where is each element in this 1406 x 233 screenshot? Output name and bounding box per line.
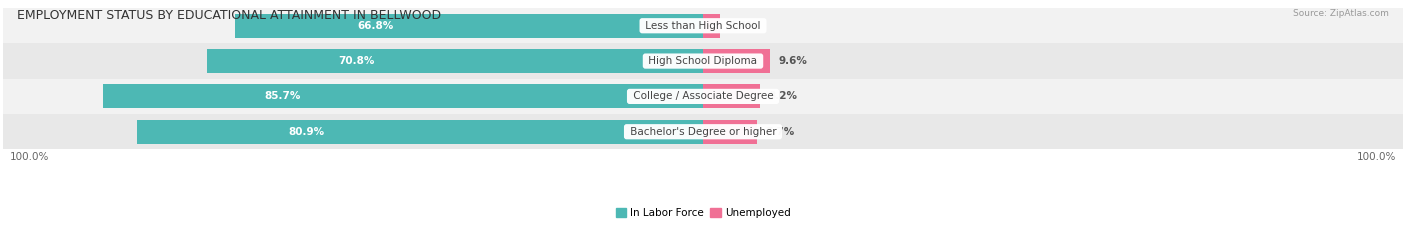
Bar xyxy=(207,49,703,73)
Text: Less than High School: Less than High School xyxy=(643,21,763,31)
Bar xyxy=(3,114,1403,149)
Text: 66.8%: 66.8% xyxy=(357,21,394,31)
Text: 2.4%: 2.4% xyxy=(728,21,758,31)
Bar xyxy=(3,79,1403,114)
Text: High School Diploma: High School Diploma xyxy=(645,56,761,66)
Bar xyxy=(3,43,1403,79)
Text: 80.9%: 80.9% xyxy=(288,127,325,137)
Bar xyxy=(136,120,703,144)
Text: 100.0%: 100.0% xyxy=(1357,152,1396,162)
Text: EMPLOYMENT STATUS BY EDUCATIONAL ATTAINMENT IN BELLWOOD: EMPLOYMENT STATUS BY EDUCATIONAL ATTAINM… xyxy=(17,9,441,22)
Bar xyxy=(3,8,1403,43)
Text: 70.8%: 70.8% xyxy=(337,56,374,66)
Text: College / Associate Degree: College / Associate Degree xyxy=(630,91,776,101)
Bar xyxy=(103,84,703,108)
Text: 8.2%: 8.2% xyxy=(769,91,797,101)
Text: 9.6%: 9.6% xyxy=(779,56,807,66)
Bar xyxy=(235,14,703,38)
Text: Bachelor's Degree or higher: Bachelor's Degree or higher xyxy=(627,127,779,137)
Text: 100.0%: 100.0% xyxy=(10,152,49,162)
Bar xyxy=(703,120,756,144)
Text: Source: ZipAtlas.com: Source: ZipAtlas.com xyxy=(1294,9,1389,18)
Bar xyxy=(703,14,720,38)
Bar xyxy=(703,49,770,73)
Text: 7.7%: 7.7% xyxy=(765,127,794,137)
Text: 85.7%: 85.7% xyxy=(264,91,301,101)
Bar xyxy=(703,84,761,108)
Legend: In Labor Force, Unemployed: In Labor Force, Unemployed xyxy=(616,208,790,218)
